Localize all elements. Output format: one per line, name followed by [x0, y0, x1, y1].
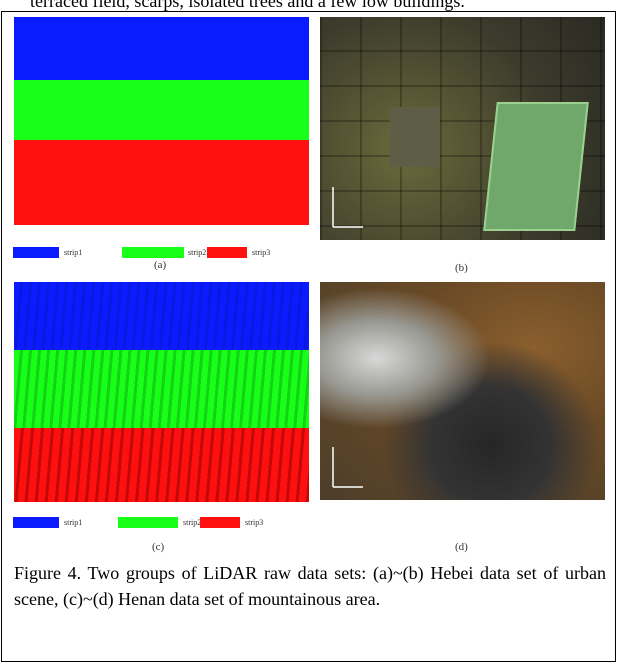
strip1-band [14, 17, 309, 80]
page: terraced field, scarps, isolated trees a… [0, 0, 619, 664]
panel-c-image [14, 282, 309, 502]
image-region [483, 102, 589, 231]
strip2-band [14, 350, 309, 428]
legend-swatch [13, 517, 59, 528]
strip3-band [14, 428, 309, 502]
panel-label: (d) [455, 541, 468, 553]
strip2-band [14, 80, 309, 140]
panel-label: (c) [152, 541, 164, 553]
panel-d-image [320, 282, 605, 500]
figure-caption: Figure 4. Two groups of LiDAR raw data s… [14, 560, 606, 612]
image-region [390, 107, 440, 167]
legend-label: strip2 [188, 248, 206, 257]
legend-label: strip1 [64, 518, 82, 527]
legend-label: strip3 [252, 248, 270, 257]
axis-arrows [328, 182, 368, 232]
strip3-band [14, 140, 309, 225]
panel-a-image [14, 17, 309, 225]
legend-label: strip1 [64, 248, 82, 257]
legend-swatch [207, 247, 247, 258]
legend-swatch [122, 247, 184, 258]
panel-label: (a) [154, 259, 166, 271]
panel-label: (b) [455, 262, 468, 274]
axis-arrows [328, 442, 368, 492]
strip1-band [14, 282, 309, 350]
panel-b-image [320, 17, 605, 240]
legend-label: strip2 [183, 518, 201, 527]
legend-label: strip3 [245, 518, 263, 527]
legend-swatch [13, 247, 59, 258]
legend-swatch [200, 517, 240, 528]
legend-swatch [118, 517, 178, 528]
